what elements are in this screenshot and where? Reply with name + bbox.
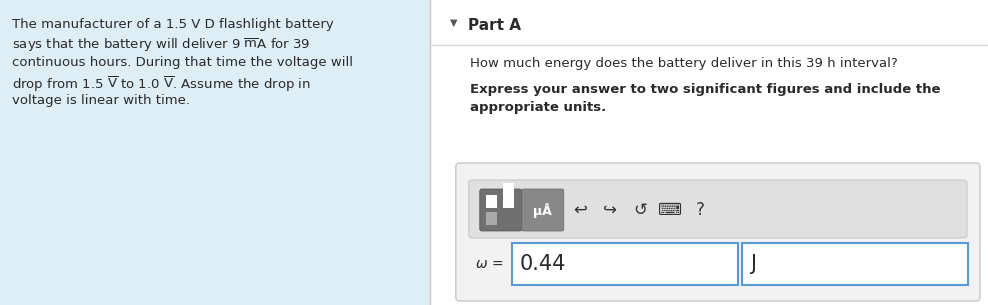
Text: voltage is linear with time.: voltage is linear with time. xyxy=(12,94,190,107)
Text: ↪: ↪ xyxy=(603,201,617,219)
Text: Express your answer to two significant figures and include the: Express your answer to two significant f… xyxy=(469,83,941,96)
Text: J: J xyxy=(750,254,756,274)
FancyBboxPatch shape xyxy=(522,189,564,231)
Text: 0.44: 0.44 xyxy=(520,254,566,274)
Text: ▼: ▼ xyxy=(450,18,457,28)
FancyBboxPatch shape xyxy=(486,195,498,208)
Text: says that the battery will deliver 9 $\mathregular{\overline{m}}$A for 39: says that the battery will deliver 9 $\m… xyxy=(12,37,310,54)
Text: ω =: ω = xyxy=(476,257,504,271)
Text: Part A: Part A xyxy=(467,18,521,33)
FancyBboxPatch shape xyxy=(468,180,967,238)
FancyBboxPatch shape xyxy=(742,243,968,285)
Text: continuous hours. During that time the voltage will: continuous hours. During that time the v… xyxy=(12,56,353,69)
FancyBboxPatch shape xyxy=(480,189,522,231)
Text: The manufacturer of a 1.5 V D flashlight battery: The manufacturer of a 1.5 V D flashlight… xyxy=(12,18,334,31)
FancyBboxPatch shape xyxy=(0,0,430,305)
FancyBboxPatch shape xyxy=(486,212,498,225)
Text: appropriate units.: appropriate units. xyxy=(469,101,606,114)
FancyBboxPatch shape xyxy=(455,163,980,301)
Text: ⌨: ⌨ xyxy=(658,201,682,219)
Text: How much energy does the battery deliver in this 39 h interval?: How much energy does the battery deliver… xyxy=(469,57,897,70)
Text: ↺: ↺ xyxy=(633,201,647,219)
Text: μÅ: μÅ xyxy=(534,203,552,217)
Text: drop from 1.5 $\mathregular{\overline{V}}$ to 1.0 $\mathregular{\overline{V}}$. : drop from 1.5 $\mathregular{\overline{V}… xyxy=(12,75,311,94)
FancyBboxPatch shape xyxy=(503,183,515,208)
Text: ?: ? xyxy=(696,201,704,219)
Text: ↩: ↩ xyxy=(573,201,587,219)
FancyBboxPatch shape xyxy=(512,243,738,285)
